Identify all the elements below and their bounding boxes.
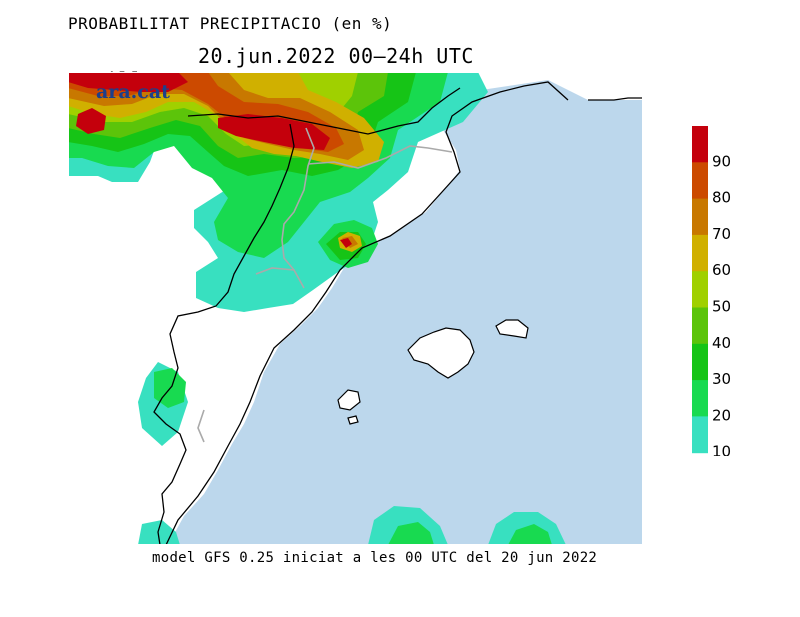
formentera-island [347,415,359,425]
legend-tick-label: 10 [712,443,731,456]
legend-swatch-50 [692,271,708,308]
mallorca-island [407,327,475,379]
legend-tick-label: 90 [712,152,731,170]
eivissa-island [337,389,361,411]
chart-title: PROBABILITAT PRECIPITACIO (en %) [68,14,393,33]
legend-swatch-10 [692,416,708,454]
precipitation-map: ara.cat [68,72,643,545]
legend-tick-label: 40 [712,334,731,352]
legend-swatch-60 [692,234,708,272]
legend-tick-label: 30 [712,370,731,388]
legend-tick-label: 70 [712,225,731,243]
legend-tick-label: 60 [712,261,731,279]
legend-tick-label: 20 [712,406,731,424]
ara-cat-logo: ara.cat [96,81,170,103]
legend-tick-label: 50 [712,298,731,316]
menorca-island [495,319,529,339]
model-info-footer: model GFS 0.25 iniciat a les 00 UTC del … [152,550,598,566]
legend-swatch-70 [692,198,708,236]
legend-swatch-30 [692,343,708,381]
land-area [68,72,643,545]
legend-tick-label: 80 [712,189,731,207]
probability-legend: 90 80 70 60 50 40 30 20 10 [692,126,731,456]
coastline [165,81,569,545]
country-borders [153,81,643,545]
region-borders [197,127,453,443]
date-range-label: 20.jun.2022 00–24h UTC [198,44,474,68]
legend-swatch-80 [692,162,708,200]
legend-swatch-90 [692,126,708,163]
legend-swatch-20 [692,380,708,417]
legend-swatch-40 [692,307,708,345]
